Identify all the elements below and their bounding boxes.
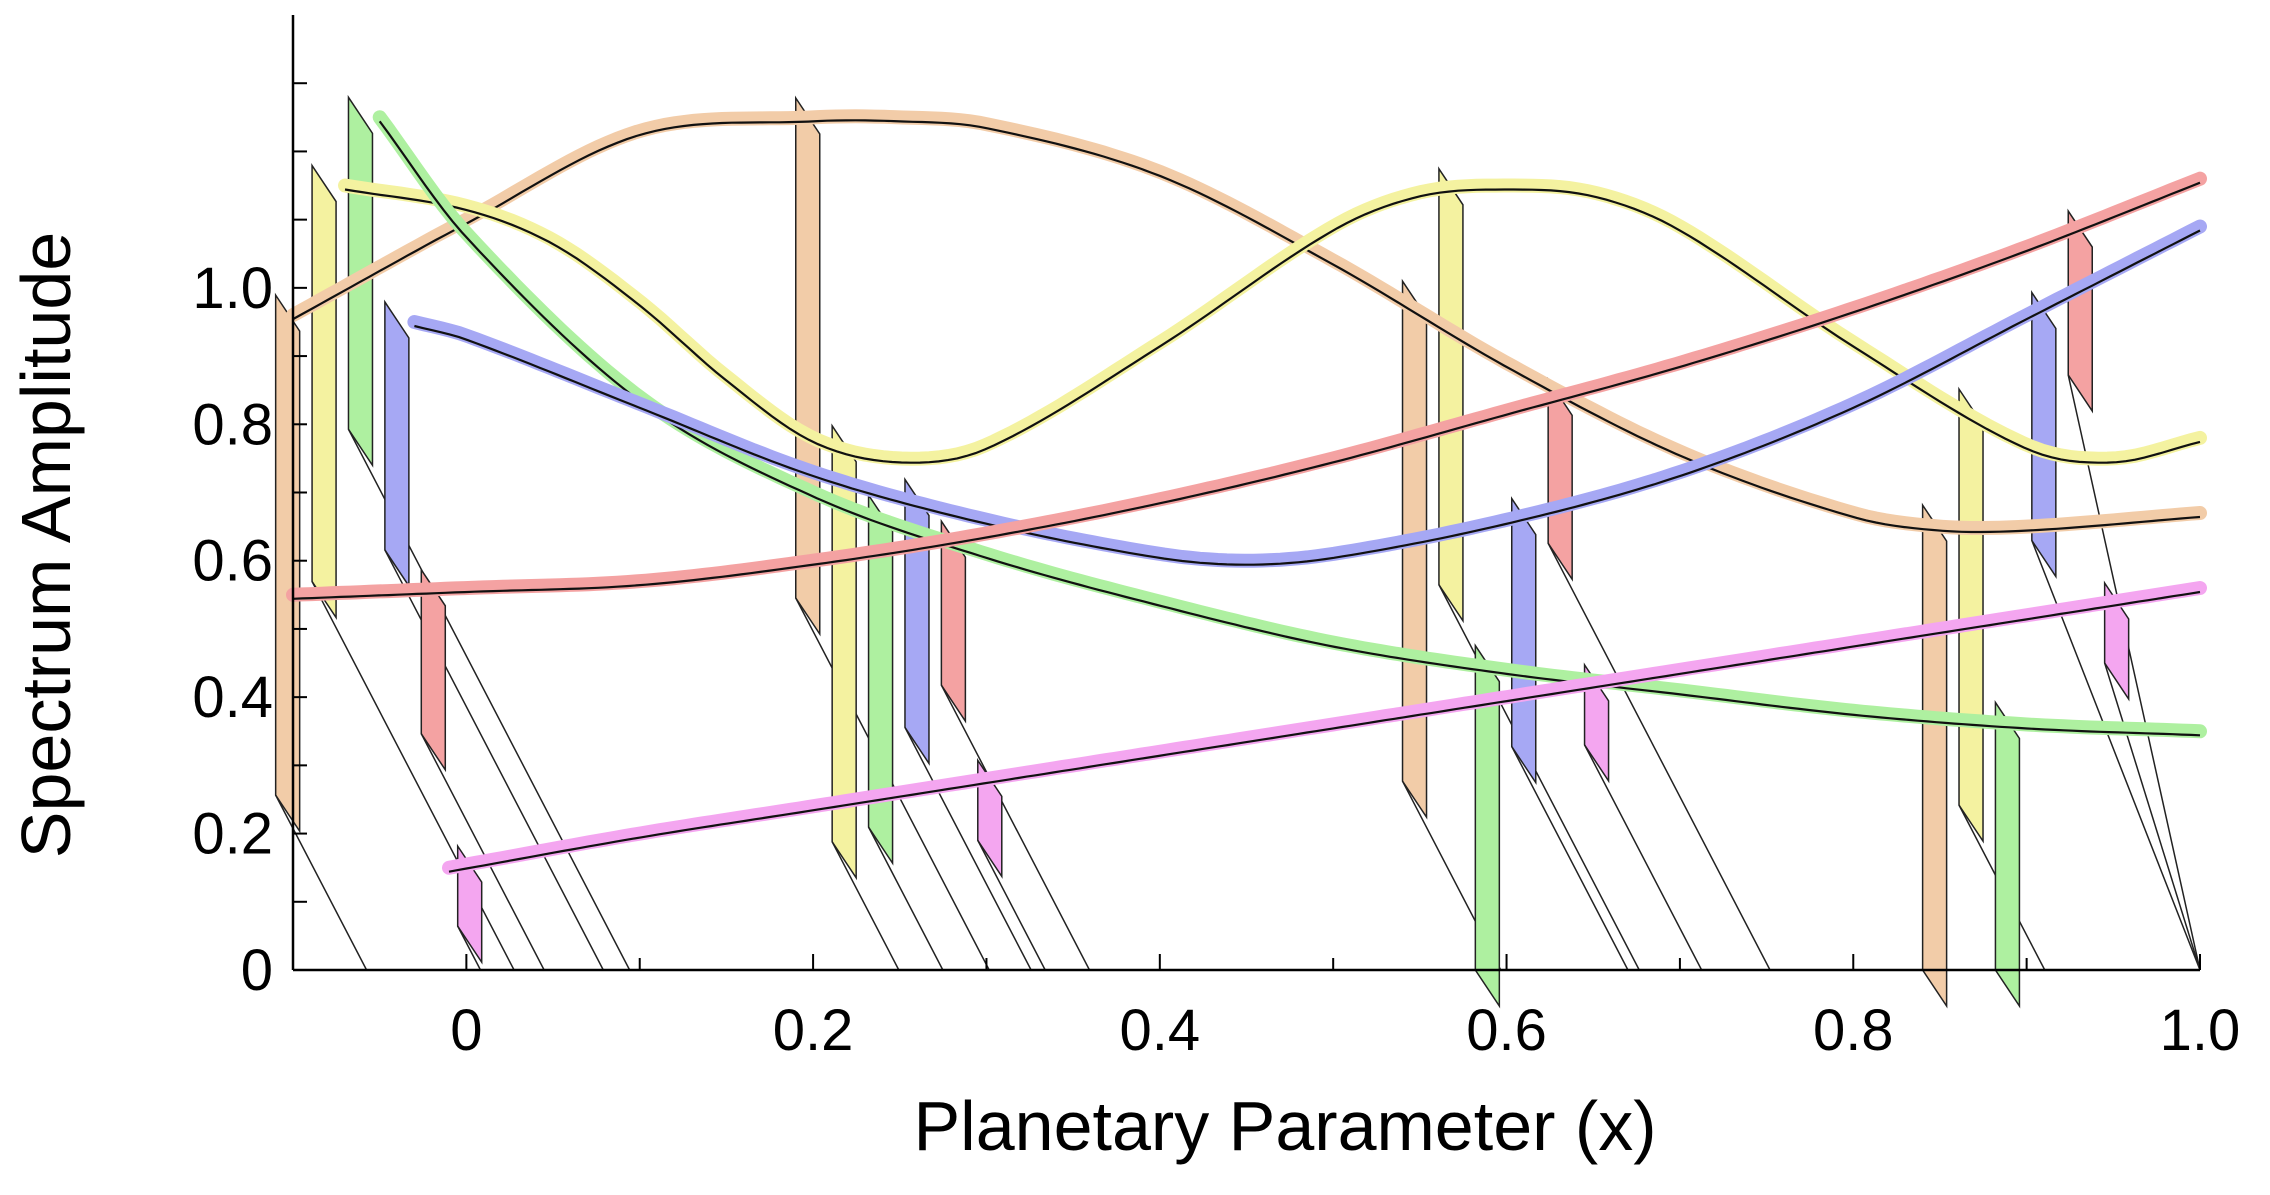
series-center-line bbox=[414, 229, 2201, 566]
series-line bbox=[442, 581, 2207, 875]
slice-strip bbox=[311, 163, 337, 621]
series-band bbox=[286, 109, 2207, 535]
axes-layer bbox=[291, 15, 2201, 972]
bar-layer bbox=[274, 94, 2201, 1009]
y-tick-label: 0.4 bbox=[192, 665, 273, 730]
slice-edge bbox=[904, 727, 1032, 971]
slice-edge bbox=[831, 841, 900, 971]
slice-bar bbox=[384, 299, 604, 971]
y-axis-label: Spectrum Amplitude bbox=[7, 232, 85, 858]
series-band bbox=[286, 171, 2207, 602]
series-line bbox=[407, 219, 2207, 568]
slice-strip bbox=[1401, 278, 1428, 820]
slice-edge bbox=[2103, 662, 2201, 971]
x-axis-label: Planetary Parameter (x) bbox=[913, 1087, 1656, 1165]
slice-strip bbox=[384, 299, 410, 589]
slice-strip bbox=[2031, 290, 2057, 579]
series-band bbox=[442, 581, 2207, 875]
y-tick-labels: 0 0.2 0.4 0.6 0.8 1.0 bbox=[192, 256, 273, 1003]
x-tick-label: 1.0 bbox=[2160, 998, 2241, 1063]
slice-edge bbox=[420, 733, 545, 971]
slice-edge bbox=[274, 794, 368, 971]
x-tick-label: 0.4 bbox=[1119, 998, 1200, 1063]
series-center-line bbox=[292, 181, 2201, 600]
series-center-line bbox=[292, 119, 2201, 534]
slice-strip bbox=[1547, 376, 1573, 582]
slice-strip bbox=[274, 292, 301, 834]
slice-bar bbox=[1438, 166, 1640, 971]
slice-edge bbox=[1438, 584, 1640, 971]
slice-edge bbox=[940, 684, 1091, 971]
slice-strip bbox=[1438, 166, 1464, 624]
slice-strip bbox=[2067, 208, 2093, 414]
slice-edge bbox=[384, 549, 604, 971]
slice-bar bbox=[940, 518, 1091, 971]
series-band bbox=[338, 178, 2207, 466]
series-layer bbox=[286, 109, 2207, 875]
slice-edge bbox=[2067, 374, 2201, 971]
y-tick-label: 0.2 bbox=[192, 802, 273, 867]
series-center-line bbox=[344, 188, 2201, 464]
slice-edge bbox=[1511, 746, 1629, 971]
slice-strip bbox=[1921, 502, 1948, 1009]
series-line bbox=[286, 109, 2207, 535]
slice-bar bbox=[1921, 502, 1948, 1009]
series-line bbox=[286, 171, 2207, 602]
x-tick-label: 0.6 bbox=[1466, 998, 1547, 1063]
slice-bar bbox=[311, 163, 515, 971]
series-line bbox=[338, 178, 2207, 466]
series-band bbox=[407, 219, 2207, 568]
x-tick-label: 0.2 bbox=[773, 998, 854, 1063]
slice-bar bbox=[1994, 699, 2021, 1009]
slice-strip bbox=[831, 423, 857, 881]
slice-edge bbox=[1547, 542, 1771, 971]
slice-edge bbox=[457, 925, 482, 971]
x-tick-label: 0.8 bbox=[1813, 998, 1894, 1063]
slice-bar bbox=[2103, 580, 2201, 971]
slice-edge bbox=[977, 840, 1046, 971]
slice-bar bbox=[1583, 662, 1703, 971]
series-center-line bbox=[378, 120, 2201, 737]
y-tick-label: 0 bbox=[241, 938, 273, 1003]
slice-edge bbox=[1583, 744, 1703, 971]
slice-strip bbox=[1994, 699, 2021, 1009]
x-tick-label: 0 bbox=[450, 998, 482, 1063]
slice-edge bbox=[311, 581, 515, 971]
series-center-line bbox=[448, 590, 2201, 873]
x-tick-labels: 0 0.2 0.4 0.6 0.8 1.0 bbox=[450, 998, 2240, 1063]
slice-bar bbox=[1547, 376, 1771, 971]
slice-bar bbox=[2067, 208, 2201, 971]
y-tick-label: 0.8 bbox=[192, 392, 273, 457]
slice-strip bbox=[1958, 386, 1984, 844]
slice-edge bbox=[867, 826, 944, 971]
y-tick-label: 1.0 bbox=[192, 256, 273, 321]
y-tick-label: 0.6 bbox=[192, 529, 273, 594]
slice-strip bbox=[1510, 496, 1537, 786]
